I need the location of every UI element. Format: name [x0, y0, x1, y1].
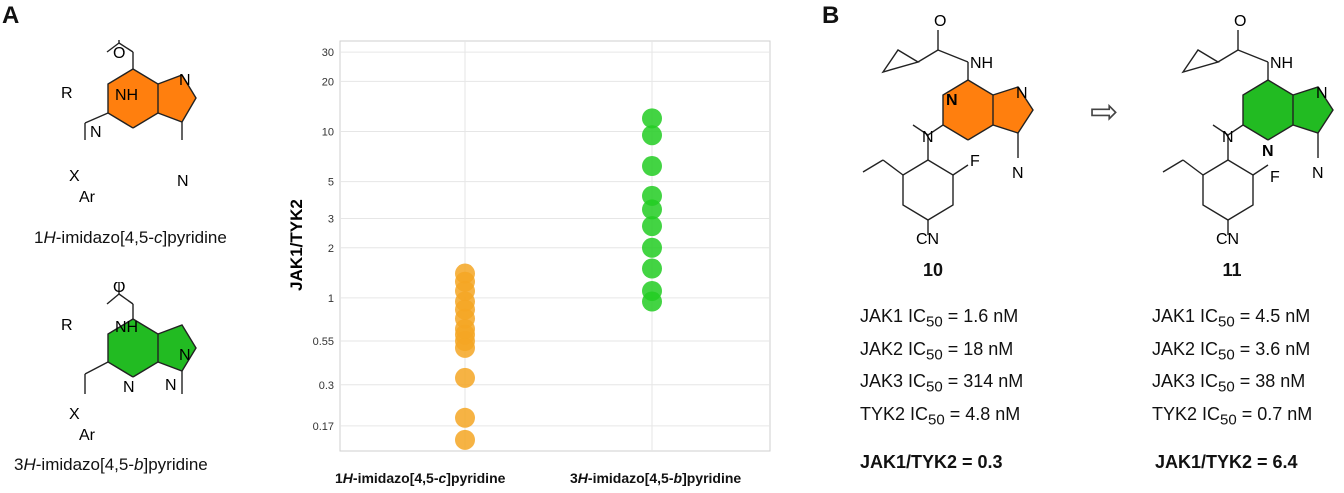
compound-10-jak3: JAK3 IC50 = 314 nM	[860, 371, 1024, 396]
point-imidazo-b	[642, 237, 662, 258]
compound-11-pyridine-fill	[1243, 80, 1293, 140]
compound-10-ic50-list: JAK1 IC50 = 1.6 nM JAK2 IC50 = 18 nM JAK…	[860, 303, 1023, 433]
scaffold-b-structure: R O NH N N N X Ar	[61, 282, 197, 444]
point-imidazo-b	[642, 108, 662, 129]
y-tick-label: 0.55	[313, 336, 334, 348]
y-tick-label: 0.17	[313, 421, 334, 433]
y-tick-label: 1	[328, 293, 334, 305]
point-imidazo-c	[455, 429, 475, 450]
scaffold-c-ar: Ar	[79, 189, 96, 205]
selectivity-scatter-chart: 30 20 10 5 3 2 1 0.55 0.3 0.17 JAK1/TYK2	[287, 40, 771, 452]
data-points	[455, 108, 662, 450]
y-axis-label: JAK1/TYK2	[287, 199, 306, 291]
compound-10-f: F	[970, 153, 980, 170]
point-imidazo-c	[455, 367, 475, 388]
scaffold-c-n3: N	[177, 173, 189, 190]
scaffold-b-r: R	[61, 317, 73, 334]
compound-11-jak3: JAK3 IC50 = 38 nM	[1152, 371, 1306, 396]
point-imidazo-b	[642, 291, 662, 312]
compound-10-id: 10	[922, 260, 944, 280]
point-imidazo-b	[642, 216, 662, 237]
compound-10-ratio: JAK1/TYK2 = 0.3	[860, 452, 1003, 472]
y-tick-label: 30	[322, 47, 334, 59]
scaffold-c-imidazole-fill	[158, 75, 196, 122]
scaffold-c-n1: N	[90, 124, 102, 141]
compound-10-pyridine-fill	[943, 80, 993, 140]
point-imidazo-b	[642, 258, 662, 279]
compound-11-n4: N	[1222, 129, 1234, 146]
scaffold-b-name: 3H-imidazo[4,5-b]pyridine	[14, 455, 208, 474]
scaffold-b-nh: NH	[115, 319, 138, 336]
compound-10-jak2: JAK2 IC50 = 18 nM	[860, 338, 1014, 364]
compound-11-f: F	[1270, 169, 1280, 186]
compound-10-tyk2: TYK2 IC50 = 4.8 nM	[860, 403, 1021, 429]
scaffold-c-x: X	[69, 168, 80, 185]
grid-lines	[340, 41, 770, 451]
y-tick-label: 2	[328, 243, 334, 255]
compound-11-n1: N	[1316, 85, 1328, 102]
y-tick-label: 10	[322, 126, 334, 138]
scaffold-c-o: O	[113, 45, 125, 62]
compound-10-n4: N	[922, 129, 934, 146]
scaffold-b-n3: N	[165, 377, 177, 394]
scaffold-c-n2: N	[179, 72, 191, 89]
compound-11-n2: N	[1262, 143, 1274, 160]
y-tick-label: 20	[322, 76, 334, 88]
compound-11-nh: NH	[1270, 55, 1293, 72]
compound-10-n2: N	[1016, 85, 1028, 102]
scaffold-c-name: 1H-imidazo[4,5-c]pyridine	[34, 228, 227, 247]
point-imidazo-b	[642, 156, 662, 177]
compound-10-nh: NH	[970, 55, 993, 72]
point-imidazo-c	[455, 337, 475, 358]
compound-11-o: O	[1234, 13, 1246, 30]
panel-b-letter: B	[822, 2, 840, 29]
compound-10-structure: O NH N N N N F CN	[862, 13, 1034, 248]
compound-11-jak1: JAK1 IC50 = 4.5 nM	[1152, 306, 1311, 331]
y-tick-label: 3	[328, 213, 334, 225]
scaffold-c-structure: R O NH N N N X Ar	[61, 40, 197, 205]
y-tick-label: 0.3	[319, 380, 334, 392]
point-imidazo-c	[455, 407, 475, 428]
compound-10-o: O	[934, 13, 946, 30]
compound-11-ratio: JAK1/TYK2 = 6.4	[1155, 452, 1298, 472]
compound-11-ic50-list: JAK1 IC50 = 4.5 nM JAK2 IC50 = 3.6 nM JA…	[1152, 303, 1312, 433]
compound-11-imidazole-fill	[1293, 87, 1333, 133]
y-tick-labels: 30 20 10 5 3 2 1 0.55 0.3 0.17	[313, 47, 334, 433]
compound-11-structure: O NH N N N N F CN	[1162, 13, 1334, 248]
scaffold-b-x: X	[69, 406, 80, 423]
compound-10-imidazole-fill	[993, 87, 1033, 133]
y-tick-label: 5	[328, 177, 334, 189]
compound-11-id: 11	[1222, 260, 1242, 280]
compound-10-jak1: JAK1 IC50 = 1.6 nM	[860, 306, 1019, 331]
point-imidazo-b	[642, 199, 662, 220]
scaffold-c-r: R	[61, 85, 73, 102]
compound-11-jak2: JAK2 IC50 = 3.6 nM	[1152, 338, 1311, 364]
scaffold-b-o: O	[113, 282, 125, 296]
scaffold-c-nh: NH	[115, 87, 138, 104]
point-imidazo-b	[642, 125, 662, 146]
compound-11-cn: CN	[1216, 231, 1239, 248]
x-category-label-b: 3H-imidazo[4,5-b]pyridine	[570, 470, 742, 486]
scaffold-b-n1: N	[179, 347, 191, 364]
transform-arrow-icon: ⇨	[1090, 93, 1119, 131]
scaffold-b-ar: Ar	[79, 427, 96, 444]
compound-11-tyk2: TYK2 IC50 = 0.7 nM	[1152, 403, 1313, 429]
scaffold-c-pyridine-fill	[108, 69, 158, 128]
scaffold-b-imidazole-fill	[158, 325, 196, 371]
compound-10-n1: N	[946, 92, 958, 109]
panel-a-letter: A	[2, 2, 20, 29]
compound-11-n3: N	[1312, 165, 1324, 182]
x-category-label-c: 1H-imidazo[4,5-c]pyridine	[335, 470, 506, 486]
scaffold-b-pyridine-fill	[108, 319, 158, 377]
compound-10-n3: N	[1012, 165, 1024, 182]
compound-10-cn: CN	[916, 231, 939, 248]
scaffold-b-n2: N	[123, 379, 135, 396]
plot-area-frame	[339, 40, 771, 452]
